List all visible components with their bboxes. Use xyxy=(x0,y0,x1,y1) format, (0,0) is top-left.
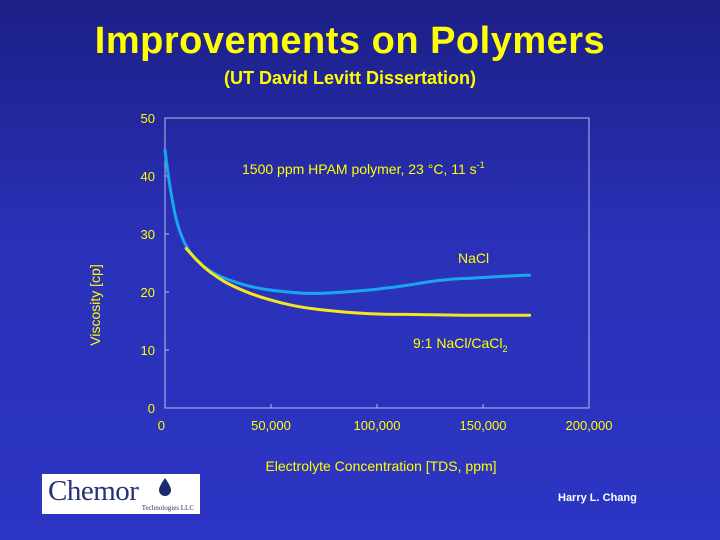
company-logo: Chemor Technologies LLC xyxy=(42,474,200,514)
logo-wordmark: Chemor xyxy=(48,475,139,507)
x-tick-label: 100,000 xyxy=(354,418,401,433)
series-label-nacl-cacl2: 9:1 NaCl/CaCl2 xyxy=(413,335,508,354)
author-name: Harry L. Chang xyxy=(558,492,637,504)
y-tick-label: 30 xyxy=(141,227,155,242)
series-label-nacl: NaCl xyxy=(458,250,489,266)
chart-annotation: 1500 ppm HPAM polymer, 23 °C, 11 s-1 xyxy=(242,160,485,177)
series-lines xyxy=(163,148,532,317)
series-label-nacl-cacl2-text: 9:1 NaCl/CaCl xyxy=(413,335,502,351)
y-axis-label: Viscosity [cp] xyxy=(87,264,103,345)
series-line-nacl-cacl2 xyxy=(184,247,532,317)
y-tick-label: 50 xyxy=(141,111,155,126)
oil-drop-icon xyxy=(159,478,171,496)
x-tick-label: 50,000 xyxy=(251,418,291,433)
x-tick-label: 150,000 xyxy=(460,418,507,433)
series-label-nacl-cacl2-subscript: 2 xyxy=(502,344,507,354)
x-tick-label: 0 xyxy=(158,418,165,433)
annotation-text: 1500 ppm HPAM polymer, 23 °C, 11 s xyxy=(242,161,477,177)
series-line-nacl xyxy=(163,148,532,295)
x-axis-label: Electrolyte Concentration [TDS, ppm] xyxy=(265,458,496,474)
y-tick-label: 20 xyxy=(141,285,155,300)
y-tick-label: 40 xyxy=(141,169,155,184)
x-tick-label: 200,000 xyxy=(566,418,613,433)
slide-subtitle: (UT David Levitt Dissertation) xyxy=(223,68,477,88)
y-tick-label: 10 xyxy=(141,343,155,358)
slide-title: Improvements on Polymers xyxy=(94,20,606,62)
y-axis-ticks: 0 10 20 30 40 50 xyxy=(141,111,169,416)
y-tick-label: 0 xyxy=(148,401,155,416)
annotation-superscript: -1 xyxy=(477,160,485,170)
x-axis-ticks: 0 50,000 100,000 150,000 200,000 xyxy=(158,404,613,433)
logo-subtext: Technologies LLC xyxy=(141,504,194,512)
